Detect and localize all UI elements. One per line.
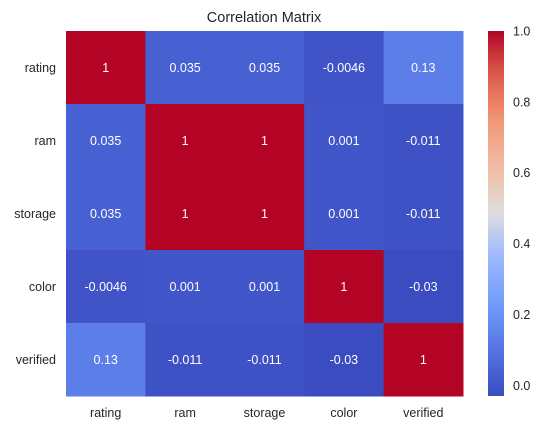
row-label: color bbox=[29, 280, 56, 294]
heatmap-cell bbox=[145, 104, 226, 178]
cell-value-label: 1 bbox=[102, 61, 109, 75]
colorbar-tick-label: 0.6 bbox=[513, 166, 530, 180]
heatmap-cell bbox=[66, 104, 146, 178]
column-label: rating bbox=[90, 406, 121, 420]
cell-value-label: -0.011 bbox=[406, 207, 441, 221]
cell-value-label: 0.13 bbox=[94, 353, 118, 367]
cell-value-label: 1 bbox=[261, 207, 268, 221]
column-label: color bbox=[330, 406, 357, 420]
cell-value-label: 0.001 bbox=[169, 280, 200, 294]
cell-value-label: -0.03 bbox=[409, 280, 438, 294]
cell-value-label: 1 bbox=[261, 134, 268, 148]
cell-value-label: -0.011 bbox=[168, 353, 203, 367]
cell-value-label: 0.001 bbox=[328, 207, 359, 221]
heatmap-cell-labels: 1 0.035 0.035 -0.0046 0.13 0.035 1 1 0.001 -0.011… bbox=[84, 61, 440, 367]
heatmap-cells bbox=[66, 31, 464, 397]
heatmap-cell bbox=[383, 31, 464, 105]
cell-value-label: 0.035 bbox=[249, 61, 280, 75]
colorbar-tick-labels: 0.0 0.2 0.4 0.6 0.8 1.0 bbox=[513, 25, 530, 393]
heatmap-cell bbox=[224, 31, 305, 105]
heatmap-cell bbox=[304, 250, 385, 324]
heatmap-cell bbox=[383, 177, 464, 251]
heatmap-cell bbox=[224, 250, 305, 324]
column-label: ram bbox=[174, 406, 196, 420]
cell-value-label: 1 bbox=[182, 134, 189, 148]
column-label: verified bbox=[403, 406, 443, 420]
row-label: verified bbox=[16, 353, 56, 367]
heatmap-cell bbox=[66, 323, 146, 397]
heatmap-cell bbox=[383, 250, 464, 324]
heatmap-cell bbox=[304, 177, 385, 251]
row-label: rating bbox=[25, 61, 56, 75]
row-label: ram bbox=[34, 134, 56, 148]
cell-value-label: -0.0046 bbox=[323, 61, 365, 75]
heatmap-cell bbox=[304, 323, 385, 397]
column-tick-labels: rating ram storage color verified bbox=[90, 406, 443, 420]
cell-value-label: 0.001 bbox=[249, 280, 280, 294]
heatmap-cell bbox=[66, 31, 146, 105]
cell-value-label: 0.001 bbox=[328, 134, 359, 148]
row-tick-labels: rating ram storage color verified bbox=[14, 61, 56, 367]
column-label: storage bbox=[244, 406, 286, 420]
heatmap-cell bbox=[304, 31, 385, 105]
heatmap-cell bbox=[145, 323, 226, 397]
cell-value-label: 0.035 bbox=[90, 134, 121, 148]
cell-value-label: -0.011 bbox=[406, 134, 441, 148]
heatmap-cell bbox=[304, 104, 385, 178]
heatmap-cell bbox=[66, 250, 146, 324]
heatmap-cell bbox=[383, 104, 464, 178]
heatmap-cell bbox=[383, 323, 464, 397]
heatmap-cell bbox=[145, 177, 226, 251]
heatmap-cell bbox=[66, 177, 146, 251]
heatmap-cell bbox=[224, 177, 305, 251]
cell-value-label: 1 bbox=[420, 353, 427, 367]
cell-value-label: 0.035 bbox=[169, 61, 200, 75]
cell-value-label: -0.0046 bbox=[84, 280, 126, 294]
heatmap-cell bbox=[224, 104, 305, 178]
colorbar-tick-label: 0.0 bbox=[513, 379, 530, 393]
colorbar-tick-label: 0.2 bbox=[513, 308, 530, 322]
colorbar-tick-label: 1.0 bbox=[513, 25, 530, 39]
cell-value-label: 1 bbox=[182, 207, 189, 221]
colorbar-tick-label: 0.8 bbox=[513, 95, 530, 109]
cell-value-label: -0.03 bbox=[330, 353, 359, 367]
heatmap-cell bbox=[224, 323, 305, 397]
row-label: storage bbox=[14, 207, 56, 221]
cell-value-label: 0.13 bbox=[411, 61, 435, 75]
colorbar bbox=[488, 31, 504, 396]
colorbar-tick-label: 0.4 bbox=[513, 237, 530, 251]
cell-value-label: -0.011 bbox=[247, 353, 282, 367]
cell-value-label: 0.035 bbox=[90, 207, 121, 221]
heatmap-cell bbox=[145, 31, 226, 105]
cell-value-label: 1 bbox=[340, 280, 347, 294]
heatmap-cell bbox=[145, 250, 226, 324]
chart-title: Correlation Matrix bbox=[207, 10, 322, 26]
